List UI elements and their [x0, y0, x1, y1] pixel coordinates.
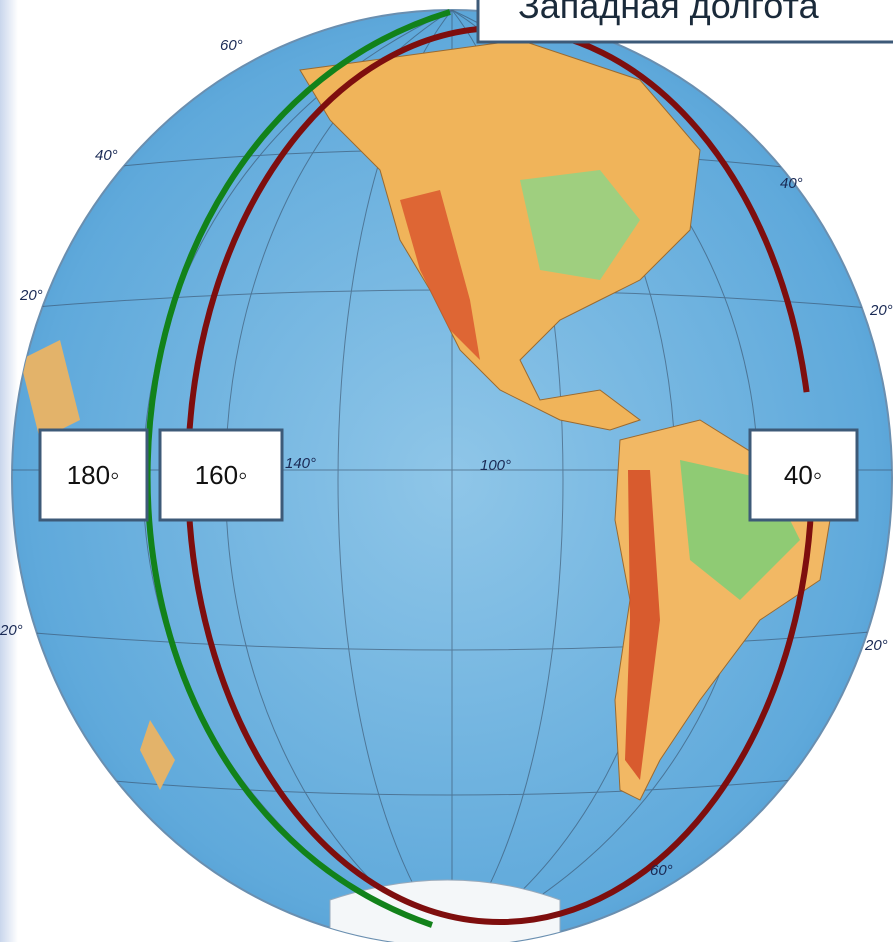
andes: [625, 470, 660, 780]
mountains: [400, 190, 480, 360]
degree-label: 40◦: [784, 460, 822, 490]
north-america: [299, 39, 701, 431]
title: Западная долгота: [518, 0, 820, 26]
map-label: 60°: [650, 862, 673, 879]
title-box: [476, 0, 893, 44]
map-label: 60°: [220, 37, 243, 54]
degree-label: 160◦: [195, 460, 248, 490]
map-label: 20°: [19, 287, 43, 304]
island: [140, 720, 175, 790]
degree-box: [158, 428, 284, 522]
map-label: 20°: [869, 302, 893, 319]
island: [20, 340, 80, 440]
degree-label: 180◦: [67, 460, 120, 490]
map-label: 100°: [480, 457, 511, 474]
plains: [520, 170, 640, 280]
degree-box: [748, 428, 859, 522]
slide-strip: [0, 0, 18, 942]
degree-box: [38, 428, 149, 522]
map-label: 20°: [864, 637, 888, 654]
map-labels: 140° 100° 20° 20° 40° 40° 60° 60° 20° 20°: [0, 37, 893, 879]
map-label: 40°: [780, 175, 803, 192]
map-label: 140°: [285, 455, 316, 472]
map-label: 20°: [0, 622, 23, 639]
map-label: 40°: [95, 147, 118, 164]
